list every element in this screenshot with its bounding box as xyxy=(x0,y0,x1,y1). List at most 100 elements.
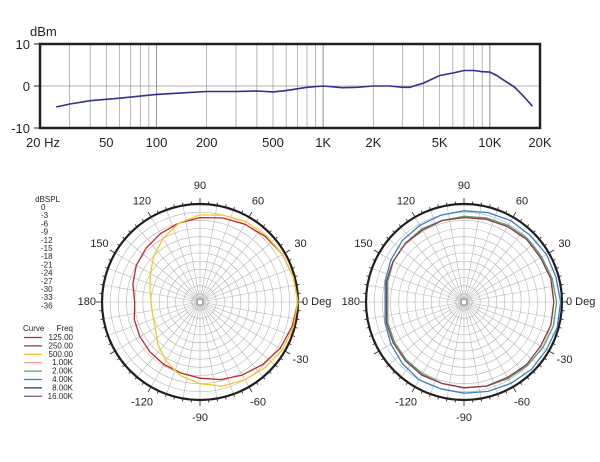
polar-spoke xyxy=(367,301,465,320)
polar-center xyxy=(196,298,204,306)
polar-tick xyxy=(411,211,416,218)
y-tick-label: 0 xyxy=(23,79,30,94)
legend: Curve Freq 125.00250.00500.001.00K2.00K4… xyxy=(23,324,74,401)
polar-tick xyxy=(446,398,448,402)
polar-tick xyxy=(108,343,112,346)
polar-tick xyxy=(269,371,272,374)
polar-tick xyxy=(372,258,376,261)
polar-tick xyxy=(533,230,536,233)
angle-label: 90 xyxy=(194,180,206,192)
db-scale-title: dBSPL xyxy=(35,195,60,204)
polar-tick xyxy=(182,398,184,402)
db-scale: dBSPL 0-3-6-9-12-15-18-21-24-27-30-33-36 xyxy=(35,195,60,310)
polar-tick xyxy=(294,327,298,329)
polar-spoke xyxy=(114,252,201,303)
polar-tick xyxy=(122,236,126,240)
polar-spoke xyxy=(199,238,276,303)
angle-label: -90 xyxy=(192,412,208,424)
polar-spoke xyxy=(463,252,550,303)
polar-spoke xyxy=(463,284,561,303)
db-scale-tick: -15 xyxy=(41,244,53,253)
angle-label: 180 xyxy=(78,296,96,308)
polar-tick xyxy=(165,393,167,398)
response-line xyxy=(56,69,533,108)
polar-spoke xyxy=(103,284,201,303)
polar-tick xyxy=(284,249,291,254)
angle-label: -60 xyxy=(250,397,266,409)
polar-tick xyxy=(489,396,491,400)
polar-tick xyxy=(373,350,380,355)
x-tick-label: 1K xyxy=(315,135,331,150)
polar-curve xyxy=(132,216,299,381)
polar-tick xyxy=(548,249,555,254)
polar-tick xyxy=(216,398,218,402)
polar-tick xyxy=(248,211,253,218)
polar-tick xyxy=(558,275,562,277)
polar-grid xyxy=(96,198,304,406)
polar-series xyxy=(384,210,562,394)
polar-tick xyxy=(552,258,556,261)
polar-spoke xyxy=(199,301,293,336)
polar-spoke xyxy=(463,301,498,395)
polar-tick xyxy=(291,335,296,337)
polar-tick xyxy=(538,236,542,240)
polar-tick xyxy=(429,393,431,398)
polar-tick xyxy=(280,357,283,361)
polar-tick xyxy=(558,327,562,329)
polar-tick xyxy=(398,376,402,380)
polar-tick xyxy=(109,350,116,355)
polar-curve xyxy=(387,215,558,389)
polar-spoke xyxy=(114,301,201,352)
polar-tick xyxy=(147,386,152,393)
polar-tick xyxy=(117,357,120,361)
polar-tick xyxy=(505,390,508,394)
legend-label: 4.00K xyxy=(52,375,74,384)
x-tick-label: 2K xyxy=(365,135,381,150)
legend-items: 125.00250.00500.001.00K2.00K4.00K8.00K16… xyxy=(24,333,74,401)
polar-spoke xyxy=(199,301,250,388)
polar-tick xyxy=(560,318,564,320)
polar-tick xyxy=(255,219,259,222)
polar-spoke xyxy=(107,268,201,303)
angle-labels: 0 Deg 30 60 90 120 150 180 -120 -90 -60 -30 xyxy=(342,180,596,424)
grid xyxy=(40,44,540,128)
db-scale-tick: -6 xyxy=(41,219,49,228)
polar-spoke xyxy=(150,216,201,303)
polar-spoke xyxy=(182,301,201,399)
angle-label: 30 xyxy=(558,238,570,250)
plot-frame xyxy=(38,42,542,130)
angle-label: 0 Deg xyxy=(566,296,595,308)
db-scale-tick: -21 xyxy=(41,260,53,269)
polar-tick xyxy=(104,335,109,337)
polar-tick xyxy=(405,219,409,222)
polar-spoke xyxy=(166,301,201,395)
polar-tick xyxy=(560,284,564,286)
polar-tick xyxy=(288,258,292,261)
angle-label: -30 xyxy=(293,354,309,366)
polar-chart-right: 0 Deg 30 60 90 120 150 180 -120 -90 -60 -30 xyxy=(342,180,596,424)
angle-label: -90 xyxy=(456,412,472,424)
polar-tick xyxy=(269,230,272,233)
legend-header-freq: Freq xyxy=(57,324,73,333)
polar-spoke xyxy=(124,301,201,366)
legend-label: 16.00K xyxy=(48,392,74,401)
polar-tick xyxy=(364,284,368,286)
polar-spoke xyxy=(199,205,218,303)
polar-spoke xyxy=(199,301,286,352)
polar-tick xyxy=(233,206,235,211)
polar-tick xyxy=(100,284,104,286)
polar-tick xyxy=(274,236,278,240)
polar-tick xyxy=(366,275,370,277)
polar-tick xyxy=(291,267,296,269)
polar-tick xyxy=(381,357,384,361)
angle-label: -120 xyxy=(131,397,153,409)
polar-spoke xyxy=(199,301,276,366)
polar-tick xyxy=(255,382,259,385)
polar-spoke xyxy=(150,301,201,388)
polar-tick xyxy=(296,284,300,286)
polar-grid xyxy=(360,198,568,406)
polar-tick xyxy=(555,335,560,337)
db-scale-tick: -30 xyxy=(41,285,53,294)
polar-spoke xyxy=(430,209,465,303)
angle-label: -30 xyxy=(557,354,573,366)
